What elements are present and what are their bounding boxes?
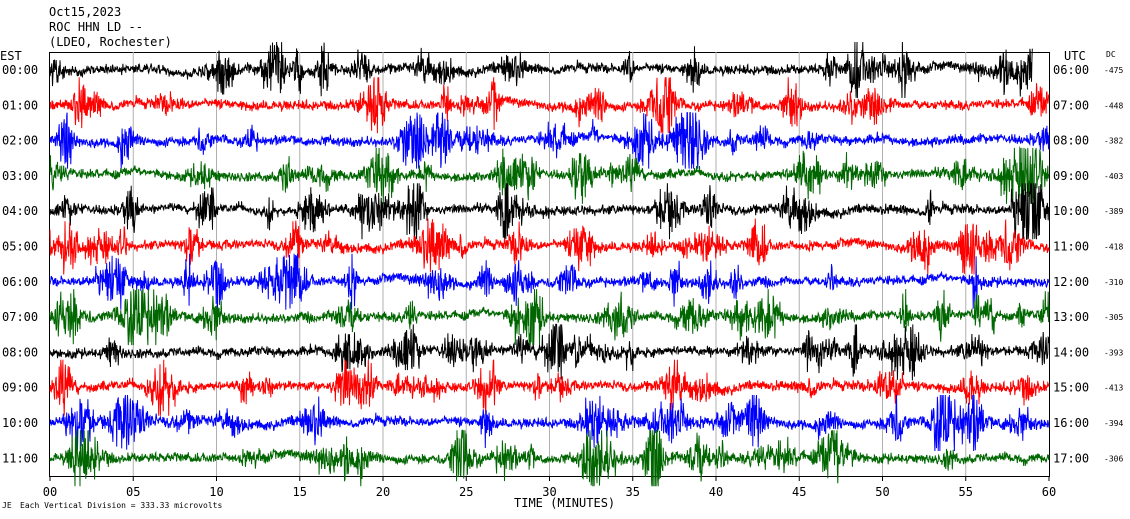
trace-row-0000 [49,41,1033,99]
x-tick-label: 45 [792,485,806,499]
trace-row-0600 [49,253,1050,310]
utc-hour-label: 07:00 [1053,98,1089,112]
x-tick-label: 25 [459,485,473,499]
dc-offset-value: -413 [1104,384,1123,393]
utc-hour-label: 08:00 [1053,134,1089,148]
est-hour-label: 02:00 [2,134,38,148]
est-axis-label: EST [0,49,22,63]
est-hour-label: 00:00 [2,63,38,77]
dc-offset-value: -310 [1104,278,1123,287]
dc-offset-value: -306 [1104,454,1123,463]
x-tick-label: 55 [959,485,973,499]
utc-hour-label: 16:00 [1053,416,1089,430]
est-hour-label: 03:00 [2,169,38,183]
trace-row-0500 [49,218,1050,275]
dc-offset-value: -475 [1104,66,1123,75]
trace-row-1100 [49,429,1050,487]
utc-hour-label: 11:00 [1053,240,1089,254]
dc-offset-value: -389 [1104,207,1123,216]
seismic-traces [49,41,1050,487]
est-hour-label: 11:00 [2,451,38,465]
utc-hour-label: 15:00 [1053,381,1089,395]
dc-offset-value: -403 [1104,172,1123,181]
utc-hour-label: 14:00 [1053,345,1089,359]
header-station: ROC HHN LD -- [49,20,143,34]
x-tick-label: 10 [209,485,223,499]
est-hour-label: 08:00 [2,345,38,359]
utc-hour-label: 09:00 [1053,169,1089,183]
utc-hour-label: 17:00 [1053,451,1089,465]
est-hour-label: 10:00 [2,416,38,430]
x-tick-label: 20 [376,485,390,499]
trace-row-0300 [49,145,1050,204]
utc-hour-label: 10:00 [1053,204,1089,218]
x-tick-label: 05 [126,485,140,499]
header-network: (LDEO, Rochester) [49,35,172,49]
utc-hour-label: 12:00 [1053,275,1089,289]
trace-row-0100 [49,77,1050,134]
dc-offset-value: -305 [1104,313,1123,322]
utc-row-labels: 06:00 07:00 08:00 09:00 10:00 11:00 12:00 13:00… [1053,63,1089,465]
dc-offset-value: -448 [1104,101,1123,110]
x-tick-label: 40 [709,485,723,499]
utc-hour-label: 13:00 [1053,310,1089,324]
header-date: Oct15,2023 [49,5,121,19]
est-hour-label: 09:00 [2,381,38,395]
trace-row-0800 [49,323,1050,381]
dc-column-label: DC [1106,50,1116,59]
est-hour-label: 04:00 [2,204,38,218]
dc-offset-labels: -475 -448 -382 -403 -389 -418 -310 -305 -393 -413… [1104,66,1123,463]
trace-row-0700 [49,289,1050,346]
x-tick-label: 50 [875,485,889,499]
dc-offset-value: -418 [1104,243,1123,252]
utc-hour-label: 06:00 [1053,63,1089,77]
dc-offset-value: -394 [1104,419,1123,428]
x-tick-labels: 00 05 10 15 20 25 30 35 40 45 50 55 60 [43,476,1056,499]
est-hour-label: 06:00 [2,275,38,289]
trace-row-0400 [49,183,1050,240]
x-tick-label: 35 [626,485,640,499]
x-axis-title: TIME (MINUTES) [514,496,615,510]
footer-division-note: Each Vertical Division = 333.33 microvol… [20,501,222,510]
trace-row-0200 [49,112,1050,169]
est-hour-label: 01:00 [2,98,38,112]
dc-offset-value: -382 [1104,137,1123,146]
dc-offset-value: -393 [1104,348,1123,357]
x-tick-label: 60 [1042,485,1056,499]
trace-row-1000 [49,394,1050,452]
x-tick-label: 30 [542,485,556,499]
utc-axis-label: UTC [1064,49,1086,63]
vertical-gridlines [132,52,967,476]
est-hour-label: 05:00 [2,240,38,254]
trace-row-0900 [49,359,1050,416]
x-tick-label: 00 [43,485,57,499]
est-hour-label: 07:00 [2,310,38,324]
footer-tiny-mark: JE [2,501,12,510]
est-row-labels: 00:00 01:00 02:00 03:00 04:00 05:00 06:00 07:00… [2,63,38,465]
x-tick-label: 15 [293,485,307,499]
